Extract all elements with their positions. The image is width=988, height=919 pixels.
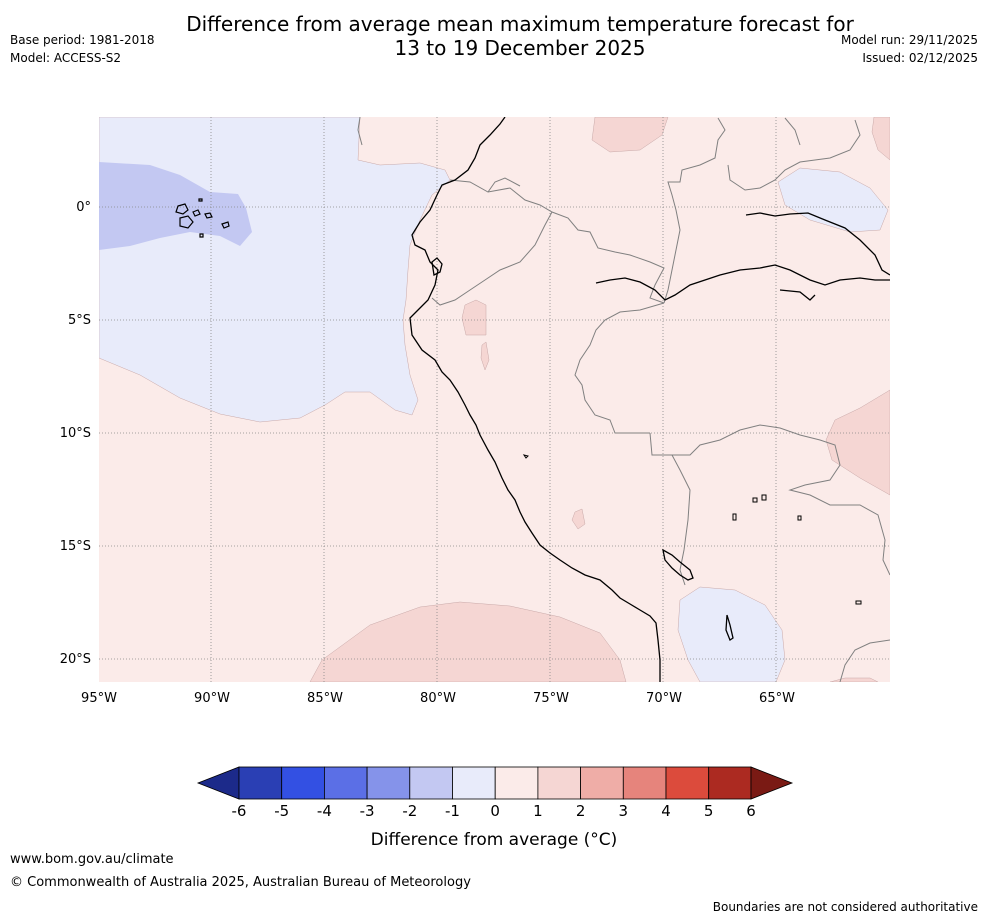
colorbar-tick: 0 <box>490 802 500 820</box>
galapagos-islands <box>175 198 230 238</box>
colorbar-tick: 6 <box>746 802 756 820</box>
lakes <box>522 454 862 605</box>
colorbar-low-extend <box>196 766 240 800</box>
map-area <box>99 117 890 682</box>
model-run: Model run: 29/11/2025 <box>840 33 978 47</box>
latitude-ticks: 0° 5°S 10°S 15°S 20°S <box>60 200 91 667</box>
country-borders <box>357 117 890 682</box>
anomaly-region-1-to-2-small <box>480 341 490 371</box>
lon-tick-75w: 75°W <box>533 691 569 706</box>
colorbar <box>196 766 794 800</box>
map-gridlines <box>99 117 890 682</box>
model-name: Model: ACCESS-S2 <box>10 51 122 65</box>
anomaly-region-1-to-2-coast <box>461 299 487 336</box>
anomaly-region-1-to-2-andes <box>571 508 586 530</box>
colorbar-ticks: -6 -5 -4 -3 -2 -1 0 1 2 3 4 5 6 <box>232 802 756 820</box>
colorbar-seg-neg3 <box>366 766 411 800</box>
colorbar-tick: -1 <box>445 802 460 820</box>
base-period: Base period: 1981-2018 <box>10 33 155 47</box>
anomaly-region-1-to-2-se <box>829 677 879 682</box>
colorbar-tick: -3 <box>360 802 375 820</box>
colorbar-seg-pos2 <box>580 766 624 800</box>
colorbar-seg-pos3 <box>622 766 667 800</box>
coastline <box>409 117 890 682</box>
colorbar-label: Difference from average (°C) <box>371 830 618 850</box>
colorbar-seg-pos4 <box>665 766 710 800</box>
colorbar-tick: 4 <box>661 802 671 820</box>
anomaly-region-1-to-2-east <box>825 389 890 496</box>
lat-tick-15s: 15°S <box>60 539 91 554</box>
colorbar-tick: -4 <box>317 802 332 820</box>
colorbar-tick: 1 <box>533 802 543 820</box>
footer-copyright: © Commonwealth of Australia 2025, Austra… <box>10 875 471 890</box>
lat-tick-20s: 20°S <box>60 652 91 667</box>
chart-title: Difference from average mean maximum tem… <box>0 12 988 60</box>
colorbar-seg-neg4 <box>323 766 368 800</box>
anomaly-region-1-to-2-south <box>309 601 627 682</box>
lon-tick-80w: 80°W <box>420 691 456 706</box>
longitude-ticks: 95°W 90°W 85°W 80°W 75°W 70°W 65°W <box>81 691 795 706</box>
chart-title-line2: 13 to 19 December 2025 <box>394 36 646 60</box>
lat-tick-10s: 10°S <box>60 426 91 441</box>
colorbar-tick: 3 <box>619 802 629 820</box>
lon-tick-85w: 85°W <box>307 691 343 706</box>
lat-tick-5s: 5°S <box>68 313 91 328</box>
colorbar-seg-pos1 <box>537 766 582 800</box>
issued-date: Issued: 02/12/2025 <box>862 51 978 65</box>
lon-tick-65w: 65°W <box>759 691 795 706</box>
colorbar-high-extend <box>750 766 794 800</box>
colorbar-tick: -6 <box>232 802 247 820</box>
anomaly-region-amazon-cool <box>777 167 889 233</box>
footer-disclaimer: Boundaries are not considered authoritat… <box>712 900 978 914</box>
anomaly-region-1-to-2-north <box>591 117 669 153</box>
anomaly-region-minus2-to-minus1 <box>99 162 252 250</box>
colorbar-seg-pos5 <box>708 766 752 800</box>
lon-tick-95w: 95°W <box>81 691 117 706</box>
anomaly-region-1-to-2-ne <box>871 117 890 161</box>
lon-tick-70w: 70°W <box>646 691 682 706</box>
colorbar-tick: 2 <box>576 802 586 820</box>
colorbar-seg-neg1 <box>452 766 496 800</box>
anomaly-region-altiplano-cool <box>677 586 786 682</box>
footer-url[interactable]: www.bom.gov.au/climate <box>10 852 174 867</box>
lat-tick-0: 0° <box>76 200 91 215</box>
lon-tick-90w: 90°W <box>194 691 230 706</box>
colorbar-tick: -5 <box>274 802 289 820</box>
colorbar-seg-pos0 <box>494 766 539 800</box>
colorbar-tick: 5 <box>704 802 714 820</box>
chart-title-line1: Difference from average mean maximum tem… <box>186 12 854 36</box>
colorbar-seg-neg2 <box>409 766 453 800</box>
colorbar-seg-neg5 <box>281 766 325 800</box>
colorbar-tick: -2 <box>402 802 417 820</box>
colorbar-seg-neg6 <box>238 766 283 800</box>
